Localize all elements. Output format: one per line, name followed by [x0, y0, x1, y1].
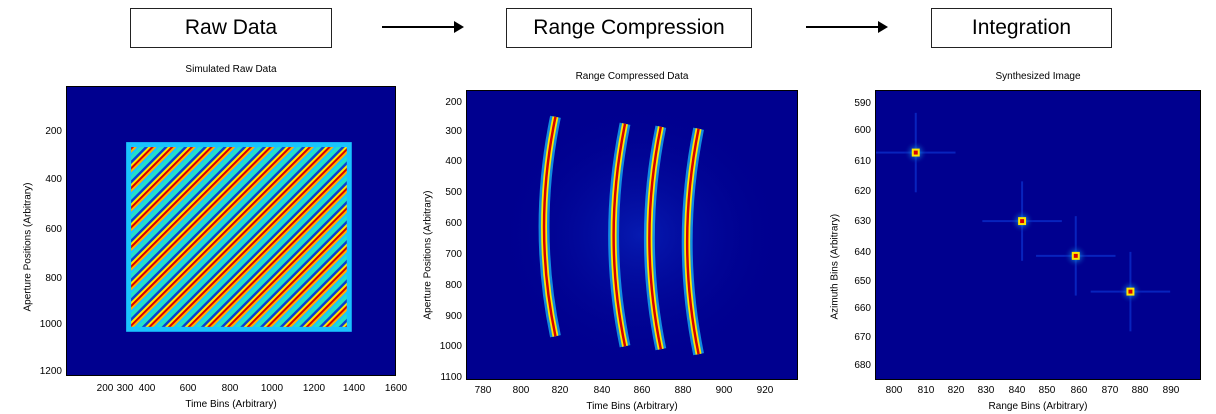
synth-y-tick-label: 590 [854, 98, 871, 109]
synth-y-tick-label: 650 [854, 276, 871, 287]
raw-x-axis-label: Time Bins (Arbitrary) [185, 399, 277, 410]
range-arc-3 [643, 125, 667, 351]
synth-y-tick-label: 680 [854, 360, 871, 371]
raw-data-plot [66, 86, 396, 376]
raw-x-tick-label: 1600 [384, 383, 408, 394]
synth-x-tick-label: 840 [1008, 385, 1026, 396]
synth-y-tick-label: 630 [854, 216, 871, 227]
raw-x-tick-label: 1000 [260, 383, 284, 394]
synth-x-tick-label: 830 [977, 385, 995, 396]
arrow-raw-to-range [382, 21, 464, 33]
synth-y-tick-label: 620 [854, 186, 871, 197]
range-y-axis-label: Aperture Positions (Arbitrary) [422, 190, 434, 320]
synth-x-tick-label: 850 [1038, 385, 1056, 396]
range-compressed-image [496, 100, 786, 370]
synth-y-tick-label: 670 [854, 332, 871, 343]
range-x-tick-label: 820 [551, 385, 569, 396]
range-y-tick-label: 300 [445, 126, 462, 137]
range-y-tick-label: 200 [445, 97, 462, 108]
raw-x-tick-label: 300 [116, 383, 134, 394]
range-y-tick-label: 400 [445, 156, 462, 167]
synth-y-tick-label: 660 [854, 303, 871, 314]
stage-raw-data-label: Raw Data [184, 16, 278, 39]
range-x-tick-label: 840 [593, 385, 611, 396]
raw-x-tick-label: 1400 [342, 383, 366, 394]
range-arc-2 [608, 122, 631, 348]
raw-panel-title: Simulated Raw Data [185, 64, 277, 75]
stage-raw-data-box: Raw Data [130, 8, 332, 48]
range-y-tick-label: 800 [445, 280, 462, 291]
synthesized-image [876, 112, 1171, 332]
raw-data-footprint [126, 142, 352, 332]
synth-x-tick-label: 870 [1101, 385, 1119, 396]
range-y-tick-label: 900 [445, 311, 462, 322]
raw-y-tick-label: 200 [45, 126, 62, 137]
range-arc-1 [538, 115, 561, 338]
synth-x-tick-label: 880 [1131, 385, 1149, 396]
raw-data-image [126, 142, 352, 332]
range-x-tick-label: 860 [633, 385, 651, 396]
target-point-3 [1036, 216, 1116, 296]
range-y-tick-label: 500 [445, 187, 462, 198]
synth-x-tick-label: 820 [947, 385, 965, 396]
raw-x-tick-label: 600 [179, 383, 197, 394]
raw-x-tick-label: 1200 [302, 383, 326, 394]
synth-y-tick-label: 640 [854, 247, 871, 258]
raw-y-tick-label: 600 [45, 224, 62, 235]
stage-range-compression-box: Range Compression [506, 8, 752, 48]
raw-y-tick-label: 400 [45, 174, 62, 185]
range-y-tick-label: 600 [445, 218, 462, 229]
range-x-axis-label: Time Bins (Arbitrary) [586, 401, 678, 412]
synth-y-axis-label: Azimuth Bins (Arbitrary) [829, 213, 841, 320]
raw-x-tick-label: 800 [221, 383, 239, 394]
raw-x-tick-label: 400 [138, 383, 156, 394]
range-arc-4 [681, 127, 704, 356]
range-x-tick-label: 880 [674, 385, 692, 396]
synth-x-tick-label: 860 [1070, 385, 1088, 396]
target-point-1 [876, 112, 956, 193]
synthesized-plot [875, 90, 1201, 380]
range-x-tick-label: 780 [474, 385, 492, 396]
range-y-tick-label: 1100 [440, 372, 462, 383]
target-point-4 [1090, 251, 1171, 332]
stage-integration-box: Integration [931, 8, 1112, 48]
synth-x-tick-label: 810 [917, 385, 935, 396]
synth-y-tick-label: 600 [854, 125, 871, 136]
synth-panel-title: Synthesized Image [995, 71, 1081, 82]
raw-y-tick-label: 1000 [39, 319, 62, 330]
raw-y-tick-label: 800 [45, 273, 62, 284]
synth-x-tick-label: 800 [885, 385, 903, 396]
range-x-tick-label: 920 [756, 385, 774, 396]
raw-y-axis-label: Aperture Positions (Arbitrary) [22, 182, 34, 312]
range-x-tick-label: 900 [715, 385, 733, 396]
range-x-tick-label: 800 [512, 385, 530, 396]
raw-x-tick-label: 200 [96, 383, 114, 394]
stage-integration-label: Integration [971, 16, 1072, 39]
range-compressed-plot [466, 90, 798, 380]
synth-y-tick-label: 610 [854, 156, 871, 167]
synth-x-tick-label: 890 [1162, 385, 1180, 396]
range-y-tick-label: 700 [445, 249, 462, 260]
target-point-2 [982, 181, 1062, 261]
range-panel-title: Range Compressed Data [575, 71, 689, 82]
raw-y-tick-label: 1200 [39, 366, 62, 377]
synth-x-axis-label: Range Bins (Arbitrary) [988, 401, 1088, 412]
stage-range-compression-label: Range Compression [533, 16, 725, 39]
range-y-tick-label: 1000 [439, 341, 462, 352]
arrow-range-to-integration [806, 21, 888, 33]
